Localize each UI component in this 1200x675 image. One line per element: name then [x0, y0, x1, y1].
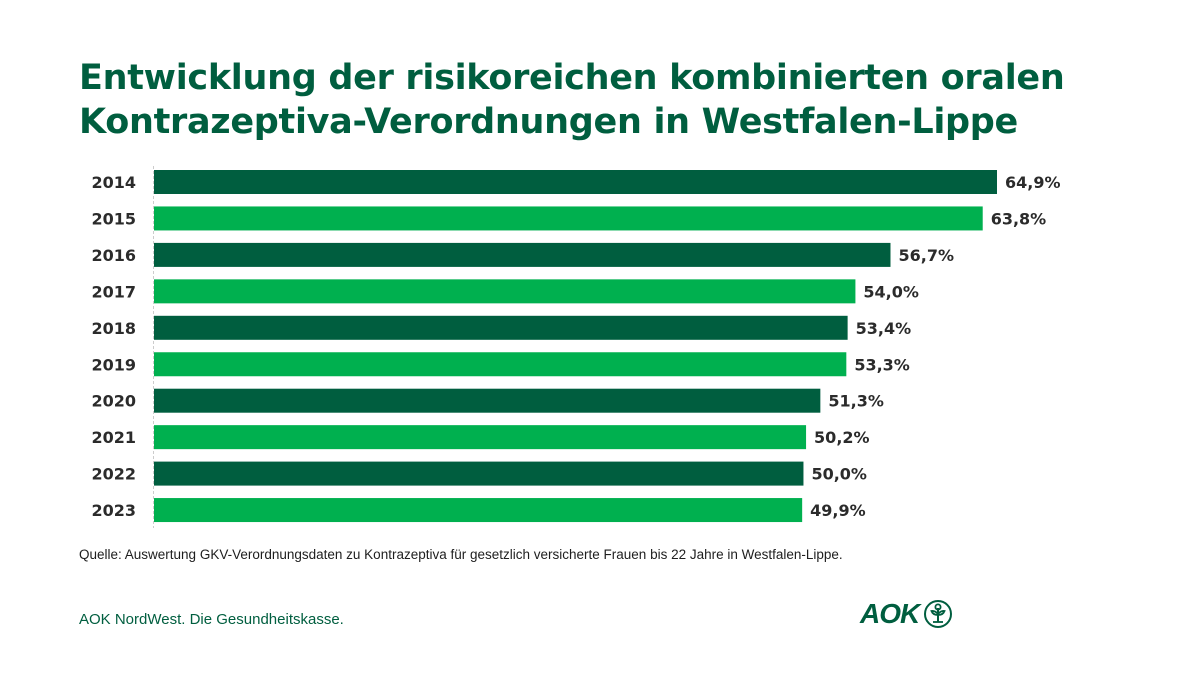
category-label-2017: 2017 — [91, 282, 136, 301]
value-label-2015: 63,8% — [991, 209, 1047, 228]
category-label-2019: 2019 — [91, 355, 136, 374]
category-label-2020: 2020 — [91, 392, 136, 411]
bar-2014 — [154, 170, 997, 194]
aok-logo: AOK — [860, 598, 953, 630]
category-label-2023: 2023 — [91, 501, 136, 520]
value-label-2016: 56,7% — [898, 246, 954, 265]
bar-2018 — [154, 315, 848, 340]
bar-2017 — [154, 279, 856, 304]
bar-2022 — [154, 461, 804, 486]
bar-2023 — [154, 498, 803, 523]
value-label-2020: 51,3% — [828, 392, 884, 411]
bar-2019 — [154, 352, 847, 377]
value-label-2022: 50,0% — [811, 465, 867, 484]
value-label-2018: 53,4% — [856, 319, 912, 338]
category-label-2016: 2016 — [91, 246, 136, 265]
chart-title: Entwicklung der risikoreichen kombiniert… — [79, 56, 1129, 144]
category-label-2018: 2018 — [91, 319, 136, 338]
source-note: Quelle: Auswertung GKV-Verordnungsdaten … — [79, 547, 843, 562]
bar-2015 — [154, 206, 983, 231]
category-label-2021: 2021 — [91, 428, 136, 447]
title-line-1: Entwicklung der risikoreichen kombiniert… — [79, 58, 1065, 98]
value-label-2017: 54,0% — [863, 282, 919, 301]
value-label-2021: 50,2% — [814, 428, 870, 447]
value-label-2014: 64,9% — [1005, 173, 1061, 192]
bar-chart: 2014 64,9% 2015 63,8% 2016 56,7% 2017 54,0% 2018… — [91, 166, 1061, 528]
logo-text: AOK — [860, 598, 920, 629]
bar-2020 — [154, 388, 821, 413]
category-label-2015: 2015 — [91, 209, 136, 228]
title-line-2: Kontrazeptiva-Verordnungen in Westfalen-… — [79, 102, 1018, 142]
tree-in-circle-icon — [924, 600, 953, 628]
value-label-2019: 53,3% — [854, 355, 910, 374]
value-label-2023: 49,9% — [810, 501, 866, 520]
bar-2021 — [154, 425, 807, 450]
bar-2016 — [154, 242, 891, 267]
category-label-2022: 2022 — [91, 465, 136, 484]
footer-claim: AOK NordWest. Die Gesundheitskasse. — [79, 611, 344, 628]
category-label-2014: 2014 — [91, 173, 136, 192]
